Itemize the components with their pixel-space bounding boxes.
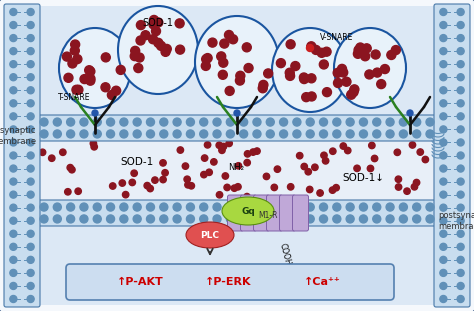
Circle shape <box>361 52 370 61</box>
Circle shape <box>457 178 464 185</box>
Circle shape <box>329 148 336 155</box>
Circle shape <box>426 118 434 126</box>
Circle shape <box>322 47 331 56</box>
Circle shape <box>152 177 158 183</box>
Circle shape <box>333 215 341 223</box>
Circle shape <box>266 203 274 211</box>
Circle shape <box>10 21 17 29</box>
Text: PLC: PLC <box>201 230 219 239</box>
FancyBboxPatch shape <box>228 195 244 231</box>
Circle shape <box>27 295 34 303</box>
Circle shape <box>213 203 221 211</box>
Circle shape <box>90 140 97 147</box>
Circle shape <box>216 192 223 198</box>
Circle shape <box>48 155 55 161</box>
Ellipse shape <box>272 28 348 112</box>
Circle shape <box>75 188 82 194</box>
Circle shape <box>300 75 309 84</box>
Circle shape <box>457 113 464 120</box>
Circle shape <box>307 74 316 83</box>
Circle shape <box>280 130 288 138</box>
Circle shape <box>137 21 146 30</box>
Circle shape <box>457 295 464 303</box>
Circle shape <box>186 118 194 126</box>
Circle shape <box>266 118 274 126</box>
Circle shape <box>440 152 447 159</box>
FancyBboxPatch shape <box>292 195 309 231</box>
Circle shape <box>40 130 48 138</box>
Circle shape <box>10 152 17 159</box>
Circle shape <box>440 282 447 290</box>
Text: ↑P-ERK: ↑P-ERK <box>205 277 251 287</box>
Circle shape <box>253 130 261 138</box>
Bar <box>38 6 436 117</box>
Circle shape <box>386 215 394 223</box>
Circle shape <box>202 55 211 64</box>
Circle shape <box>266 215 274 223</box>
Circle shape <box>457 48 464 55</box>
Circle shape <box>259 81 268 89</box>
Circle shape <box>107 215 115 223</box>
Circle shape <box>235 183 241 190</box>
Circle shape <box>342 77 351 86</box>
Circle shape <box>306 118 314 126</box>
Circle shape <box>254 148 260 154</box>
Circle shape <box>280 203 288 211</box>
Circle shape <box>440 217 447 224</box>
Circle shape <box>107 130 115 138</box>
Circle shape <box>186 215 194 223</box>
Circle shape <box>373 215 381 223</box>
Circle shape <box>244 160 250 166</box>
Circle shape <box>39 149 46 156</box>
Circle shape <box>70 46 79 55</box>
Circle shape <box>27 21 34 29</box>
Circle shape <box>146 203 155 211</box>
Text: ↑Ca⁺⁺: ↑Ca⁺⁺ <box>304 277 340 287</box>
Circle shape <box>67 215 74 223</box>
Circle shape <box>101 53 110 62</box>
Circle shape <box>107 203 115 211</box>
Circle shape <box>307 44 313 52</box>
Circle shape <box>160 215 168 223</box>
Circle shape <box>457 204 464 211</box>
Circle shape <box>457 100 464 107</box>
Circle shape <box>160 160 166 166</box>
Circle shape <box>400 118 407 126</box>
Circle shape <box>10 282 17 290</box>
Circle shape <box>27 48 34 55</box>
Circle shape <box>10 61 17 68</box>
Circle shape <box>213 215 221 223</box>
Circle shape <box>227 130 234 138</box>
Circle shape <box>440 113 447 120</box>
Circle shape <box>85 66 94 75</box>
Circle shape <box>333 68 342 77</box>
Circle shape <box>253 215 261 223</box>
Circle shape <box>333 203 341 211</box>
Circle shape <box>86 76 95 85</box>
Circle shape <box>300 73 309 82</box>
Circle shape <box>186 130 194 138</box>
Circle shape <box>184 176 191 183</box>
Circle shape <box>369 142 375 149</box>
Circle shape <box>413 130 421 138</box>
Circle shape <box>27 152 34 159</box>
Circle shape <box>346 90 356 99</box>
Circle shape <box>144 183 150 189</box>
Circle shape <box>116 65 125 74</box>
Circle shape <box>225 86 234 95</box>
Circle shape <box>93 130 101 138</box>
Text: V-SNARE: V-SNARE <box>320 33 354 42</box>
Circle shape <box>10 74 17 81</box>
Circle shape <box>27 61 34 68</box>
Circle shape <box>307 92 316 101</box>
Circle shape <box>53 215 61 223</box>
Circle shape <box>236 71 245 80</box>
Circle shape <box>440 139 447 146</box>
Circle shape <box>27 204 34 211</box>
Circle shape <box>136 36 145 45</box>
Circle shape <box>27 178 34 185</box>
Circle shape <box>133 130 141 138</box>
Circle shape <box>440 126 447 133</box>
Circle shape <box>322 158 329 164</box>
